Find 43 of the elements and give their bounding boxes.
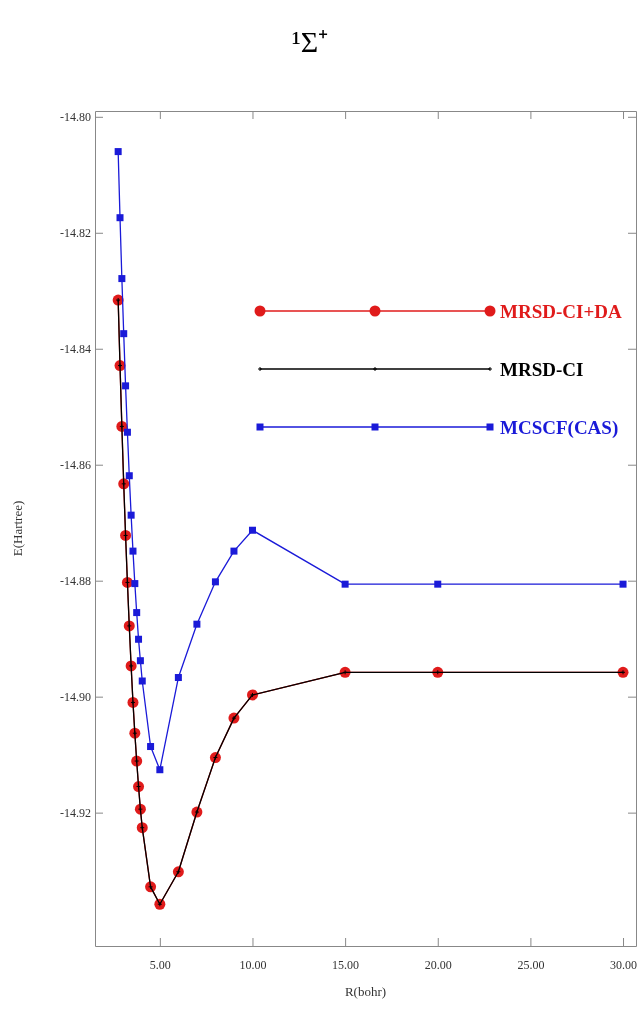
y-tick-label: -14.86 xyxy=(60,458,91,473)
point xyxy=(147,743,155,751)
point xyxy=(211,578,219,586)
point xyxy=(138,677,146,685)
point xyxy=(129,547,137,555)
point xyxy=(133,609,141,617)
x-tick-label: 30.00 xyxy=(610,957,638,972)
legend-label: MRSD-CI xyxy=(500,359,584,380)
x-tick-label: 5.00 xyxy=(149,957,171,972)
point xyxy=(114,148,122,156)
point xyxy=(230,547,238,555)
point xyxy=(135,635,143,643)
y-tick-label: -14.80 xyxy=(60,110,91,125)
x-tick-label: 25.00 xyxy=(517,957,545,972)
point xyxy=(619,580,627,588)
point xyxy=(131,580,139,588)
x-tick-label: 15.00 xyxy=(332,957,360,972)
legend-label: MCSCF(CAS) xyxy=(500,417,619,439)
x-axis-title: R(bohr) xyxy=(344,984,387,999)
point xyxy=(123,428,131,436)
point xyxy=(125,472,133,480)
point xyxy=(248,526,256,534)
point xyxy=(118,275,126,283)
point xyxy=(193,620,201,628)
x-tick-label: 20.00 xyxy=(424,957,452,972)
point xyxy=(122,382,130,390)
y-axis-title: E(Hartree) xyxy=(10,500,25,557)
y-tick-label: -14.88 xyxy=(60,574,91,589)
point xyxy=(434,580,442,588)
y-tick-label: -14.92 xyxy=(60,805,91,820)
point xyxy=(127,511,135,519)
chart-title: ¹Σ⁺ xyxy=(291,25,329,58)
x-tick-label: 10.00 xyxy=(239,957,267,972)
y-tick-label: -14.90 xyxy=(60,690,91,704)
point xyxy=(174,674,182,682)
y-tick-label: -14.84 xyxy=(60,342,91,357)
legend-label: MRSD-CI+DA xyxy=(500,301,622,322)
point xyxy=(341,580,349,588)
point xyxy=(156,766,164,774)
point xyxy=(136,657,144,665)
y-tick-label: -14.82 xyxy=(60,226,91,241)
point xyxy=(116,214,124,222)
point xyxy=(120,330,128,338)
